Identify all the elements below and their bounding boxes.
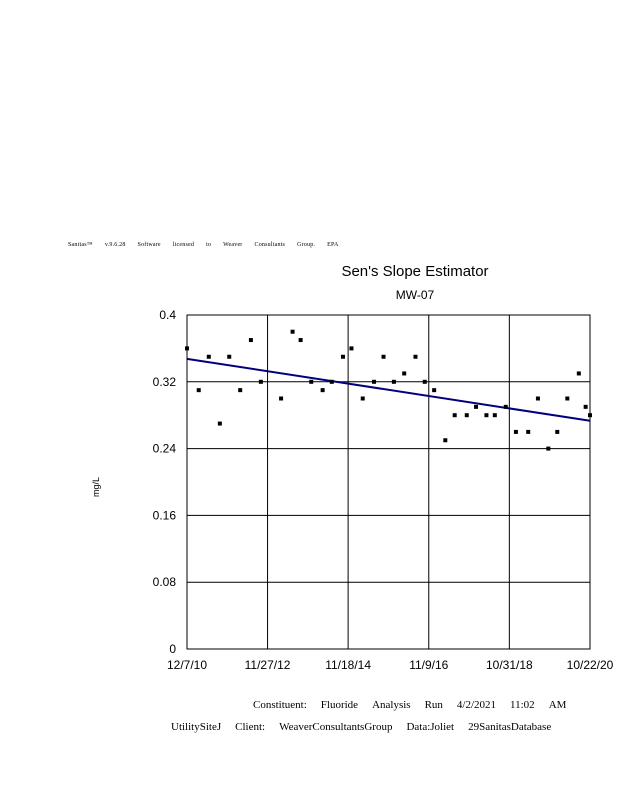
data-point [290,329,295,334]
footer1-word: 4/2/2021 [456,699,497,711]
data-point [443,438,448,443]
data-point [452,413,457,418]
trend-line [186,357,591,422]
tick-labels: 0 0.08 0.16 0.24 0.32 0.4 12/7/10 11/27/12 11/18… [153,308,614,672]
license-word: v.9.6.28 [104,242,126,248]
data-point [503,404,508,409]
data-point [464,413,469,418]
y-tick-label: 0.24 [153,442,177,456]
data-point [492,413,497,418]
data-point [217,421,222,426]
data-point [474,404,479,409]
plot-frame [186,314,591,650]
license-word: to [206,242,212,248]
data-point [258,379,263,384]
footer1-word: Analysis [372,699,411,711]
license-text: Sanitas™ v.9.6.28 Software licensed to Weaver… [68,242,350,248]
y-tick-label: 0 [169,642,176,656]
data-point [402,371,407,376]
data-point [576,371,581,376]
footer2-word: WeaverConsultantsGroup [279,721,393,733]
footer-line-2: UtilitySiteJ Client: WeaverConsultantsGrou… [171,721,565,733]
data-point [555,429,560,434]
y-tick-label: 0.4 [159,308,176,322]
data-point [248,338,253,343]
data-point [546,446,551,451]
data-point [206,354,211,359]
y-tick-label: 0.08 [153,575,177,589]
y-tick-label: 0.32 [153,375,177,389]
footer1-word: Fluoride [320,699,359,711]
x-tick-label: 11/9/16 [409,658,448,672]
data-point [196,388,201,393]
footer2-word: Data:Joliet [406,721,455,733]
chart-subtitle: MW-07 [395,288,435,302]
data-point [340,354,345,359]
license-word: Consultants [254,242,286,248]
data-point [372,379,377,384]
footer1-word: Constituent: [253,699,307,711]
license-word: Software [137,242,161,248]
data-point [360,396,365,401]
footer1-word: Run [424,699,443,711]
footer1-word: AM [548,699,567,711]
chart-title: Sen's Slope Estimator [341,263,489,280]
grid-lines [186,314,591,650]
data-point [413,354,418,359]
data-point [227,354,232,359]
license-word: Group. [297,242,316,248]
data-point [298,338,303,343]
y-tick-label: 0.16 [153,508,177,522]
data-point [381,354,386,359]
data-point [329,379,334,384]
data-point [320,388,325,393]
license-word: Sanitas™ [68,242,93,248]
x-tick-label: 10/22/20 [567,658,614,672]
footer2-word: UtilitySiteJ [171,721,222,733]
data-point [513,429,518,434]
data-point [349,346,354,351]
license-word: Weaver [223,242,243,248]
license-word: licensed [172,242,195,248]
footer2-word: 29SanitasDatabase [468,721,552,733]
data-point [526,429,531,434]
trend-line-group [186,357,591,422]
footer-line-1: Constituent: Fluoride Analysis Run 4/2/2021 1… [253,699,580,711]
data-point [583,404,588,409]
license-word: EPA [327,242,339,248]
data-point [391,379,396,384]
x-tick-label: 12/7/10 [167,658,207,672]
data-points [185,329,592,451]
data-point [238,388,243,393]
x-tick-label: 11/27/12 [245,658,291,672]
x-tick-label: 11/18/14 [325,658,371,672]
data-point [422,379,427,384]
footer2-word: Client: [235,721,266,733]
data-point [535,396,540,401]
data-point [279,396,284,401]
data-point [484,413,489,418]
data-point [432,388,437,393]
x-tick-label: 10/31/18 [486,658,533,672]
data-point [565,396,570,401]
data-point [309,379,314,384]
footer1-word: 11:02 [510,699,535,711]
